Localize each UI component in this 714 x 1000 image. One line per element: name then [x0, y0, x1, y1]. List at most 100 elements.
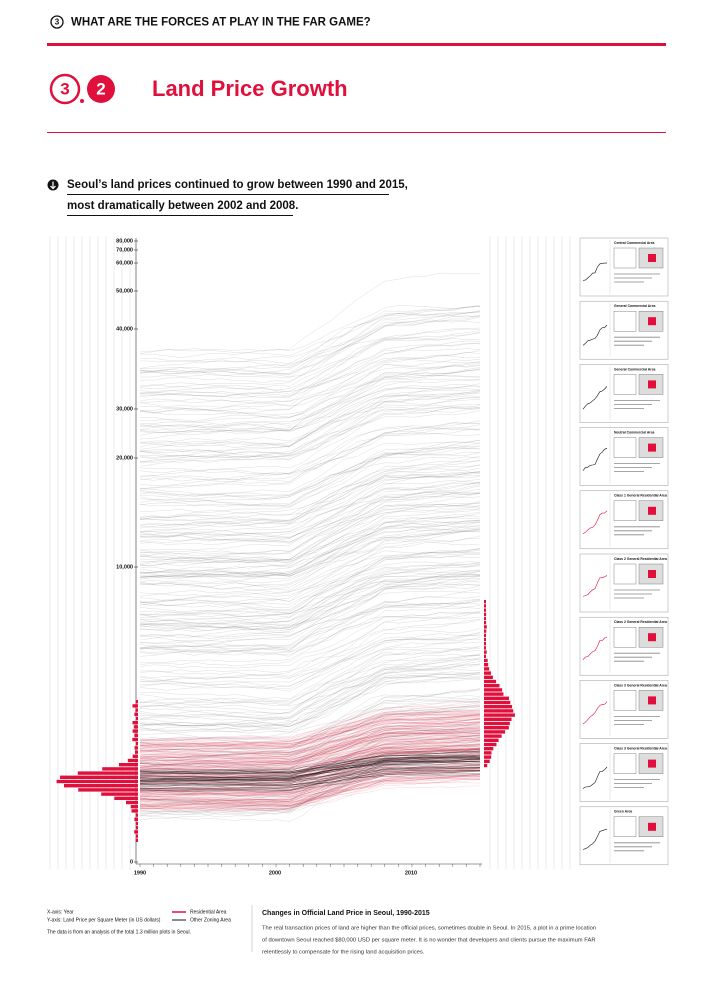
- texture-line: [139, 459, 481, 526]
- header-rule: [47, 43, 666, 46]
- texture-line: [139, 672, 481, 731]
- texture-line: [139, 730, 481, 763]
- panel-highlight: [648, 633, 656, 642]
- texture-line: [140, 716, 481, 748]
- texture-line: [139, 502, 481, 557]
- panel-sparkline: [582, 510, 608, 535]
- texture-line: [139, 468, 481, 526]
- texture-line: [139, 734, 481, 769]
- texture-line: [139, 678, 481, 728]
- texture-line: [139, 368, 481, 433]
- texture-line: [140, 350, 481, 411]
- texture-line: [139, 764, 481, 793]
- texture-line: [139, 578, 481, 630]
- texture-bar: [78, 788, 138, 792]
- texture-line: [139, 511, 481, 573]
- texture-line: [139, 747, 481, 777]
- texture-bar: [56, 779, 138, 784]
- texture-line: [139, 700, 481, 740]
- texture-line: [139, 580, 481, 634]
- texture-line: [139, 492, 481, 560]
- texture-line: [139, 774, 481, 807]
- texture-line: [139, 766, 481, 804]
- texture-bar: [136, 826, 138, 830]
- texture-bar: [484, 604, 486, 608]
- texture-line: [139, 600, 481, 649]
- texture-line: [139, 517, 481, 573]
- texture-line: [139, 513, 481, 577]
- texture-line: [140, 363, 481, 424]
- texture-line: [139, 667, 481, 722]
- texture-line: [139, 655, 481, 718]
- arrow-glyph: [50, 181, 56, 190]
- texture-line: [139, 664, 481, 732]
- texture-line: [139, 719, 481, 758]
- texture-line: [139, 735, 481, 770]
- texture-bar: [484, 646, 486, 650]
- texture-line: [139, 535, 481, 593]
- panel-map: [613, 563, 637, 585]
- texture-line: [139, 779, 481, 808]
- texture-line: [139, 452, 481, 501]
- texture-bar: [484, 721, 510, 726]
- texture-line: [139, 575, 481, 624]
- texture-line: [139, 471, 481, 538]
- texture-bar: [130, 805, 138, 809]
- texture-line: [139, 737, 481, 768]
- texture-line: [139, 481, 481, 538]
- texture-line: [139, 728, 481, 767]
- texture-line: [139, 730, 481, 765]
- texture-line: [139, 715, 481, 748]
- texture-line: [139, 648, 481, 707]
- texture-bar: [484, 755, 492, 759]
- texture-line: [139, 483, 481, 544]
- texture-line: [139, 713, 481, 745]
- texture-line: [139, 611, 481, 669]
- texture-line: [139, 397, 481, 459]
- texture-line: [139, 306, 481, 369]
- texture-line: [139, 385, 481, 434]
- texture-bar: [484, 616, 486, 621]
- texture-line: [139, 530, 481, 585]
- texture-line: [139, 574, 481, 629]
- texture-bar: [484, 608, 486, 612]
- underline: [67, 194, 389, 195]
- texture-line: [140, 502, 481, 561]
- texture-line: [139, 569, 481, 616]
- texture-line: [139, 767, 481, 801]
- texture-line: [139, 724, 481, 756]
- texture-line: [139, 721, 481, 762]
- texture-line: [139, 445, 481, 520]
- texture-line: [139, 590, 481, 649]
- texture-bar: [484, 700, 511, 705]
- texture-line: [139, 588, 481, 650]
- panel-sparkline: [582, 324, 608, 346]
- texture-line: [139, 767, 481, 786]
- section-title: Land Price Growth: [152, 76, 348, 101]
- y-tick-label: 0: [130, 859, 133, 865]
- panel-highlight: [648, 759, 656, 768]
- texture-line: [139, 727, 481, 767]
- texture-line: [139, 722, 481, 749]
- texture-line: [139, 724, 481, 776]
- texture-line: [139, 575, 481, 638]
- texture-line: [139, 619, 481, 680]
- texture-line: [139, 777, 481, 805]
- texture-line: [139, 734, 481, 804]
- texture-line: [139, 410, 481, 456]
- texture-line: [139, 778, 481, 813]
- texture-line: [139, 757, 481, 821]
- texture-line: [139, 482, 481, 553]
- texture-line: [139, 671, 481, 732]
- texture-line: [139, 714, 481, 748]
- texture-line: [140, 493, 481, 555]
- texture-line: [139, 424, 481, 486]
- texture-line: [139, 657, 481, 707]
- panel-sparkline: [582, 829, 608, 850]
- texture-bar: [136, 716, 138, 721]
- texture-line: [139, 658, 481, 710]
- texture-line: [139, 748, 481, 772]
- chart: 80,000 70,000 60,000 50,000 40,000 30,000 20,0…: [56, 238, 515, 876]
- texture-line: [139, 515, 481, 562]
- texture-line: [139, 598, 481, 654]
